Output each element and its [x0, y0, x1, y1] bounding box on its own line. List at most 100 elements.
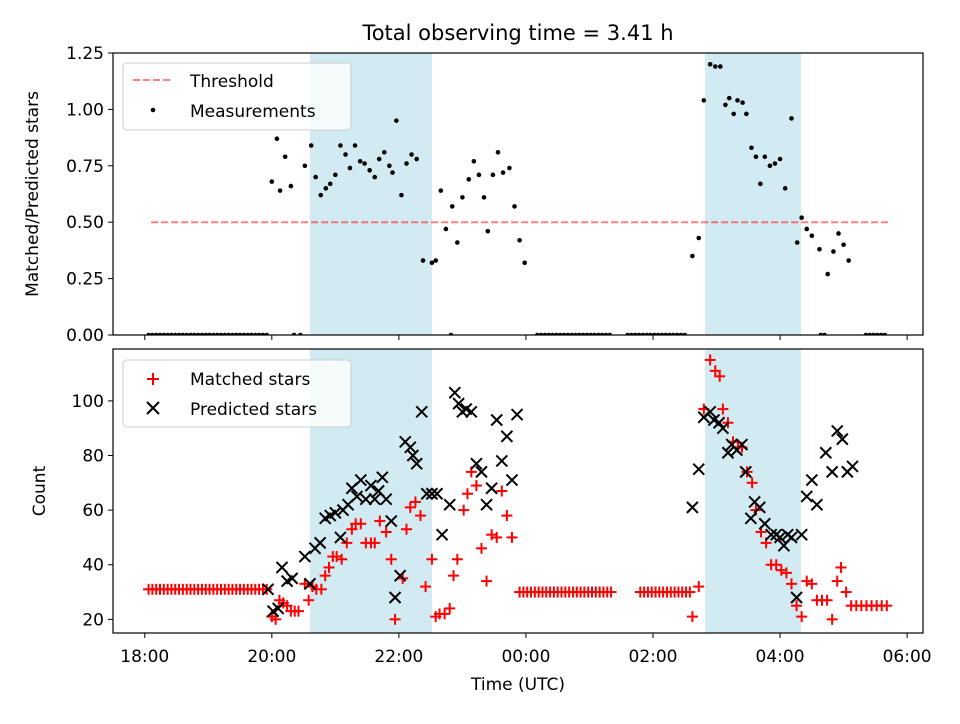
legend-predicted-label: Predicted stars: [190, 400, 317, 420]
measurement-point: [690, 253, 695, 259]
measurement-point: [495, 149, 501, 155]
predicted-star-point: [393, 569, 407, 582]
matched-star-point: [409, 496, 421, 508]
measurement-point: [723, 102, 728, 108]
measurement-point: [420, 258, 426, 263]
measurement-point: [460, 195, 465, 200]
matched-star-point: [461, 488, 473, 500]
measurement-point: [500, 170, 506, 175]
predicted-star-point: [692, 462, 705, 476]
matched-star-point: [451, 553, 463, 565]
predicted-star-point: [831, 424, 844, 438]
y-tick-label: 20: [82, 610, 104, 630]
predicted-star-point: [505, 473, 519, 487]
predicted-star-point: [359, 492, 373, 506]
predicted-star-point: [712, 416, 726, 429]
measurement-point: [387, 163, 392, 169]
matched-star-point: [319, 570, 331, 582]
predicted-star-point: [795, 528, 808, 541]
measurement-point: [372, 174, 378, 180]
measurement-point: [522, 260, 527, 266]
measurement-point: [707, 61, 713, 67]
predicted-star-point: [819, 446, 833, 459]
top-panel-y-axis: 0.00 0.25 0.50 0.75 1.00 1.25: [66, 44, 113, 346]
x-tick-label: 20:00: [247, 647, 296, 667]
matched-star-point: [780, 567, 792, 579]
measurement-point: [327, 181, 333, 187]
predicted-star-point: [303, 577, 317, 591]
y-tick-label: 60: [82, 501, 104, 521]
top-panel-ylabel: Matched/Predicted stars: [23, 91, 43, 297]
matched-star-point: [448, 570, 460, 582]
matched-star-point: [315, 583, 327, 595]
legend-matched-label: Matched stars: [190, 370, 310, 390]
measurement-point: [740, 100, 745, 105]
measurement-point: [836, 231, 841, 236]
measurement-point: [799, 215, 804, 220]
measurement-point: [390, 170, 395, 175]
matched-star-point: [481, 575, 493, 587]
predicted-star-point: [379, 492, 393, 506]
x-axis-label: Time (UTC): [470, 675, 565, 695]
predicted-star-point: [480, 498, 493, 511]
measurement-point: [333, 172, 338, 178]
predicted-star-point: [764, 528, 778, 541]
predicted-star-point: [495, 454, 509, 468]
predicted-star-point: [735, 438, 749, 451]
predicted-star-point: [475, 465, 488, 479]
matched-star-point: [401, 523, 413, 535]
measurement-point: [404, 161, 409, 166]
measurement-point: [782, 186, 788, 191]
measurement-point: [731, 111, 736, 117]
measurement-point: [490, 172, 496, 178]
bottom-panel-ylabel: Count: [30, 465, 50, 516]
top-panel-frame: [112, 52, 924, 336]
matched-star-point: [806, 578, 818, 590]
legend-measurements-label: Measurements: [190, 102, 316, 122]
measurement-point: [696, 235, 702, 241]
measurement-point: [825, 271, 831, 277]
predicted-star-point: [510, 408, 524, 421]
matched-star-point: [831, 575, 843, 587]
x-tick-label: 04:00: [756, 647, 805, 667]
predicted-star-point: [364, 479, 378, 492]
matched-star-point: [439, 608, 451, 620]
matched-star-point: [341, 537, 353, 549]
matched-star-point: [458, 504, 470, 516]
matched-star-point: [840, 586, 852, 598]
predicted-star-point: [385, 514, 398, 528]
matched-star-point: [796, 611, 808, 623]
y-tick-label: 0.75: [66, 157, 104, 177]
x-tick-label: 18:00: [120, 647, 169, 667]
predicted-star-point: [271, 602, 285, 615]
measurement-point: [753, 154, 759, 160]
predicted-star-point: [435, 528, 449, 541]
measurement-point: [794, 240, 800, 245]
matched-star-point: [506, 531, 518, 543]
measurement-point: [429, 260, 435, 266]
matched-star-point: [704, 354, 716, 366]
predicted-star-point: [376, 471, 389, 484]
measurement-point: [789, 116, 794, 121]
measurement-point: [718, 64, 723, 69]
measurement-point: [735, 98, 740, 103]
predicted-star-point: [350, 490, 364, 503]
measurement-point: [323, 186, 329, 191]
measurement-point: [318, 192, 324, 198]
matched-star-point: [717, 403, 729, 415]
predicted-star-point: [490, 413, 503, 427]
predicted-star-point: [758, 517, 772, 530]
matched-star-point: [501, 510, 513, 522]
measurement-point: [409, 152, 414, 157]
predicted-star-point: [430, 487, 444, 500]
x-tick-label: 02:00: [629, 647, 678, 667]
measurement-point: [481, 195, 487, 200]
measurement-point: [517, 237, 522, 243]
measurement-point: [777, 156, 783, 162]
predicted-star-point: [354, 473, 367, 487]
matched-star-point: [475, 542, 487, 554]
measurement-point: [362, 161, 367, 166]
matched-star-point: [414, 510, 426, 522]
matched-star-point: [686, 611, 698, 623]
